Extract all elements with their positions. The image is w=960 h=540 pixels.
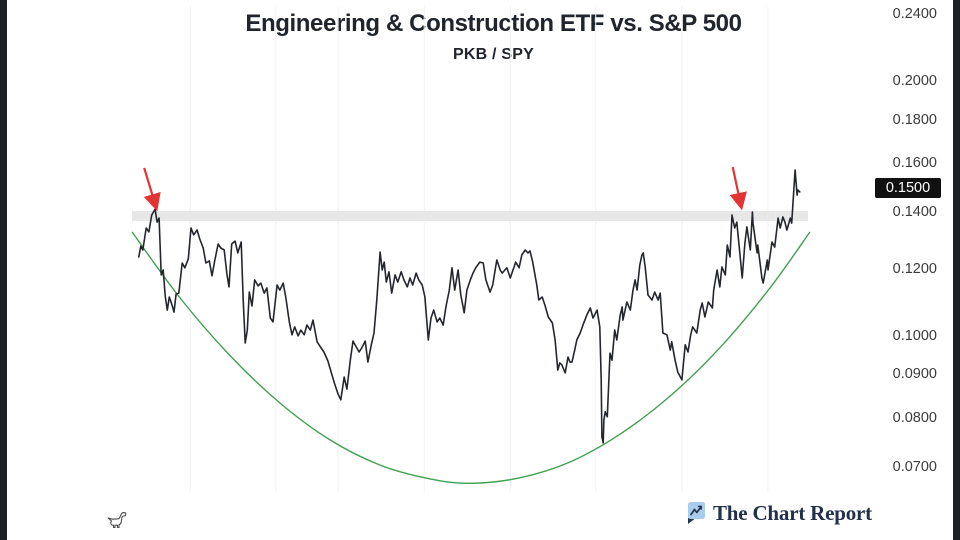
resistance-band bbox=[132, 210, 808, 221]
chart-report-logo-icon bbox=[688, 501, 705, 524]
right-edge-bar bbox=[953, 0, 960, 540]
breakout-arrow bbox=[143, 167, 161, 212]
breakout-arrow bbox=[729, 166, 747, 211]
chart-report-watermark: The Chart Report bbox=[685, 499, 872, 527]
last-price-badge: 0.1500 bbox=[875, 177, 941, 198]
chart-subtitle: PKB / SPY bbox=[453, 46, 534, 63]
base-curve bbox=[131, 231, 811, 485]
dinosaur-cursor-icon bbox=[107, 512, 127, 529]
left-edge-bar bbox=[0, 0, 7, 540]
ratio-line bbox=[138, 169, 801, 444]
chart-title: Engineering & Construction ETF vs. S&P 5… bbox=[245, 10, 742, 37]
chart-header: Engineering & Construction ETF vs. S&P 5… bbox=[34, 10, 953, 64]
chart-report-logo-text: The Chart Report bbox=[713, 500, 872, 525]
